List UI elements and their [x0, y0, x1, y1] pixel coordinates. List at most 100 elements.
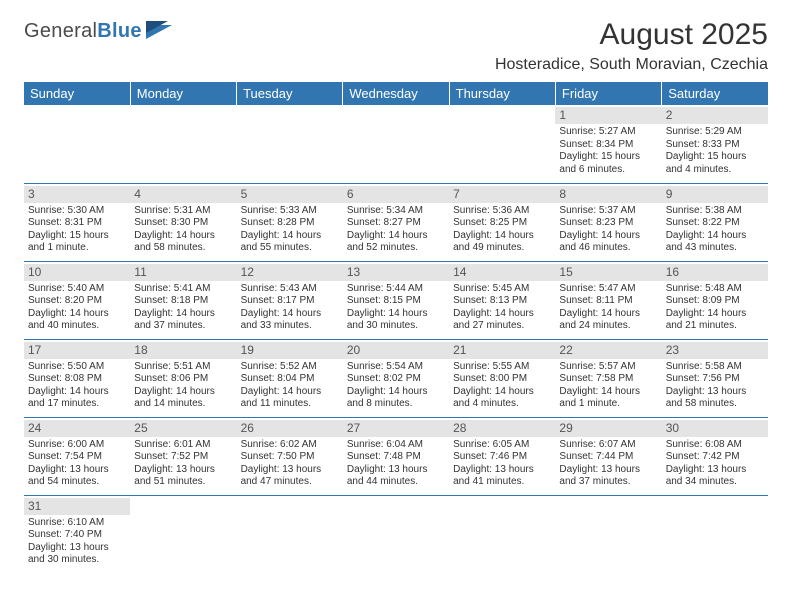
- day-number: 4: [130, 186, 236, 203]
- calendar-day-cell: 24Sunrise: 6:00 AMSunset: 7:54 PMDayligh…: [24, 417, 130, 495]
- day-number: 21: [449, 342, 555, 359]
- day-number: 23: [662, 342, 768, 359]
- calendar-day-cell: [237, 495, 343, 573]
- sunrise-text: Sunrise: 6:07 AM: [559, 439, 657, 452]
- daylight-text: Daylight: 14 hours and 8 minutes.: [347, 386, 445, 411]
- calendar-week-row: 24Sunrise: 6:00 AMSunset: 7:54 PMDayligh…: [24, 417, 768, 495]
- sunset-text: Sunset: 7:52 PM: [134, 451, 232, 464]
- day-number: 15: [555, 264, 661, 281]
- calendar-day-cell: 13Sunrise: 5:44 AMSunset: 8:15 PMDayligh…: [343, 261, 449, 339]
- daylight-text: Daylight: 14 hours and 4 minutes.: [453, 386, 551, 411]
- weekday-header: Thursday: [449, 82, 555, 105]
- calendar-day-cell: [555, 495, 661, 573]
- day-number: 27: [343, 420, 449, 437]
- sunset-text: Sunset: 8:18 PM: [134, 295, 232, 308]
- sunrise-text: Sunrise: 5:37 AM: [559, 205, 657, 218]
- calendar-day-cell: 12Sunrise: 5:43 AMSunset: 8:17 PMDayligh…: [237, 261, 343, 339]
- sunrise-text: Sunrise: 6:10 AM: [28, 517, 126, 530]
- daylight-text: Daylight: 14 hours and 55 minutes.: [241, 230, 339, 255]
- calendar-day-cell: [130, 495, 236, 573]
- day-number: 29: [555, 420, 661, 437]
- sunrise-text: Sunrise: 5:30 AM: [28, 205, 126, 218]
- daylight-text: Daylight: 13 hours and 51 minutes.: [134, 464, 232, 489]
- calendar-day-cell: [449, 105, 555, 183]
- daylight-text: Daylight: 14 hours and 43 minutes.: [666, 230, 764, 255]
- calendar-day-cell: 25Sunrise: 6:01 AMSunset: 7:52 PMDayligh…: [130, 417, 236, 495]
- brand-part1: General: [24, 20, 97, 42]
- calendar-day-cell: 26Sunrise: 6:02 AMSunset: 7:50 PMDayligh…: [237, 417, 343, 495]
- daylight-text: Daylight: 14 hours and 24 minutes.: [559, 308, 657, 333]
- calendar-day-cell: 20Sunrise: 5:54 AMSunset: 8:02 PMDayligh…: [343, 339, 449, 417]
- brand-part2: Blue: [97, 20, 142, 42]
- sunrise-text: Sunrise: 5:50 AM: [28, 361, 126, 374]
- calendar-day-cell: 2Sunrise: 5:29 AMSunset: 8:33 PMDaylight…: [662, 105, 768, 183]
- sunset-text: Sunset: 8:11 PM: [559, 295, 657, 308]
- daylight-text: Daylight: 14 hours and 1 minute.: [559, 386, 657, 411]
- sunrise-text: Sunrise: 5:58 AM: [666, 361, 764, 374]
- sunset-text: Sunset: 7:40 PM: [28, 529, 126, 542]
- calendar-day-cell: 15 Sunrise: 5:47 AMSunset: 8:11 PMDayligh…: [555, 261, 661, 339]
- sunrise-text: Sunrise: 5:54 AM: [347, 361, 445, 374]
- calendar-day-cell: 3Sunrise: 5:30 AMSunset: 8:31 PMDaylight…: [24, 183, 130, 261]
- day-number: 9: [662, 186, 768, 203]
- weekday-header: Monday: [130, 82, 236, 105]
- calendar-day-cell: [237, 105, 343, 183]
- daylight-text: Daylight: 14 hours and 17 minutes.: [28, 386, 126, 411]
- calendar-day-cell: 21Sunrise: 5:55 AMSunset: 8:00 PMDayligh…: [449, 339, 555, 417]
- daylight-text: Daylight: 13 hours and 44 minutes.: [347, 464, 445, 489]
- sunset-text: Sunset: 8:17 PM: [241, 295, 339, 308]
- day-number: 13: [343, 264, 449, 281]
- calendar-day-cell: [343, 495, 449, 573]
- sunrise-text: Sunrise: 5:40 AM: [28, 283, 126, 296]
- calendar-day-cell: [130, 105, 236, 183]
- daylight-text: Daylight: 14 hours and 40 minutes.: [28, 308, 126, 333]
- sunset-text: Sunset: 7:54 PM: [28, 451, 126, 464]
- sunrise-text: Sunrise: 5:44 AM: [347, 283, 445, 296]
- sunset-text: Sunset: 8:31 PM: [28, 217, 126, 230]
- calendar-week-row: 3Sunrise: 5:30 AMSunset: 8:31 PMDaylight…: [24, 183, 768, 261]
- sunrise-text: Sunrise: 5:55 AM: [453, 361, 551, 374]
- calendar-day-cell: 6Sunrise: 5:34 AMSunset: 8:27 PMDaylight…: [343, 183, 449, 261]
- sunset-text: Sunset: 8:25 PM: [453, 217, 551, 230]
- calendar-day-cell: 31Sunrise: 6:10 AMSunset: 7:40 PMDayligh…: [24, 495, 130, 573]
- sunset-text: Sunset: 8:22 PM: [666, 217, 764, 230]
- day-number: 2: [662, 107, 768, 124]
- daylight-text: Daylight: 14 hours and 21 minutes.: [666, 308, 764, 333]
- calendar-week-row: 1Sunrise: 5:27 AMSunset: 8:34 PMDaylight…: [24, 105, 768, 183]
- sunset-text: Sunset: 8:28 PM: [241, 217, 339, 230]
- sunrise-text: Sunrise: 5:51 AM: [134, 361, 232, 374]
- brand-logo: GeneralBlue: [24, 20, 176, 43]
- sunrise-text: Sunrise: 5:29 AM: [666, 126, 764, 139]
- sunrise-text: Sunrise: 6:00 AM: [28, 439, 126, 452]
- daylight-text: Daylight: 14 hours and 46 minutes.: [559, 230, 657, 255]
- calendar-day-cell: 22Sunrise: 5:57 AMSunset: 7:58 PMDayligh…: [555, 339, 661, 417]
- calendar-day-cell: 19Sunrise: 5:52 AMSunset: 8:04 PMDayligh…: [237, 339, 343, 417]
- daylight-text: Daylight: 14 hours and 58 minutes.: [134, 230, 232, 255]
- weekday-header: Sunday: [24, 82, 130, 105]
- sunrise-text: Sunrise: 5:33 AM: [241, 205, 339, 218]
- sunset-text: Sunset: 8:08 PM: [28, 373, 126, 386]
- day-number: 14: [449, 264, 555, 281]
- daylight-text: Daylight: 15 hours and 1 minute.: [28, 230, 126, 255]
- calendar-day-cell: 27Sunrise: 6:04 AMSunset: 7:48 PMDayligh…: [343, 417, 449, 495]
- daylight-text: Daylight: 14 hours and 14 minutes.: [134, 386, 232, 411]
- daylight-text: Daylight: 14 hours and 33 minutes.: [241, 308, 339, 333]
- daylight-text: Daylight: 13 hours and 37 minutes.: [559, 464, 657, 489]
- day-number: 22: [555, 342, 661, 359]
- calendar-day-cell: 10Sunrise: 5:40 AMSunset: 8:20 PMDayligh…: [24, 261, 130, 339]
- daylight-text: Daylight: 13 hours and 58 minutes.: [666, 386, 764, 411]
- sunrise-text: Sunrise: 5:47 AM: [559, 283, 657, 296]
- sunset-text: Sunset: 8:23 PM: [559, 217, 657, 230]
- weekday-header: Tuesday: [237, 82, 343, 105]
- daylight-text: Daylight: 14 hours and 37 minutes.: [134, 308, 232, 333]
- flag-icon: [146, 21, 176, 43]
- daylight-text: Daylight: 13 hours and 34 minutes.: [666, 464, 764, 489]
- calendar-week-row: 17Sunrise: 5:50 AMSunset: 8:08 PMDayligh…: [24, 339, 768, 417]
- sunrise-text: Sunrise: 5:34 AM: [347, 205, 445, 218]
- sunset-text: Sunset: 7:56 PM: [666, 373, 764, 386]
- day-number: 25: [130, 420, 236, 437]
- daylight-text: Daylight: 14 hours and 11 minutes.: [241, 386, 339, 411]
- sunrise-text: Sunrise: 5:57 AM: [559, 361, 657, 374]
- sunset-text: Sunset: 8:30 PM: [134, 217, 232, 230]
- month-title: August 2025: [495, 18, 768, 52]
